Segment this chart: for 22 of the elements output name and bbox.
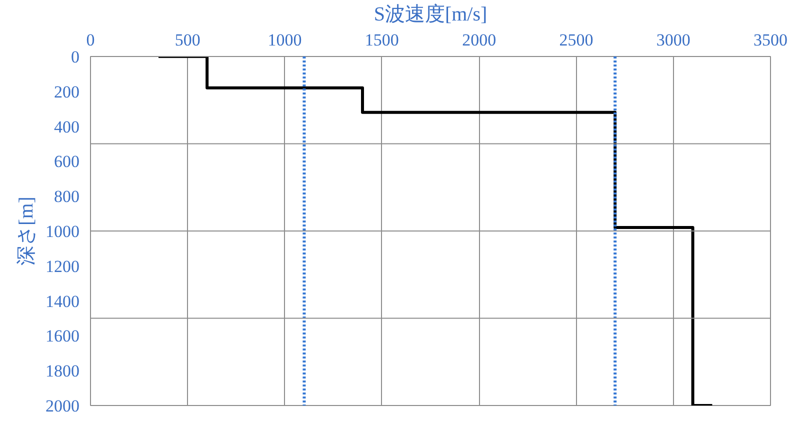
x-tick-label: 0 xyxy=(86,30,95,50)
line-series xyxy=(157,56,714,406)
x-tick-label: 1500 xyxy=(364,30,399,50)
y-axis-title: 深さ[m] xyxy=(16,196,38,266)
x-axis-title: S波速度[m/s] xyxy=(374,4,488,26)
y-tick-label: 800 xyxy=(54,187,80,206)
y-tick-label: 1200 xyxy=(46,256,80,276)
y-tick-label: 1600 xyxy=(46,326,80,346)
y-tick-label: 0 xyxy=(71,48,80,66)
x-tick-label: 3500 xyxy=(754,30,788,50)
x-tick-label: 2000 xyxy=(462,30,496,50)
y-tick-label: 400 xyxy=(54,117,80,136)
y-tick-label: 1000 xyxy=(46,222,80,241)
x-tick-label: 500 xyxy=(174,30,200,50)
y-tick-label: 2000 xyxy=(46,396,80,416)
y-tick-label: 200 xyxy=(54,82,80,102)
y-tick-label: 1800 xyxy=(46,362,80,381)
y-tick-label: 1400 xyxy=(46,292,80,311)
x-tick-label: 2500 xyxy=(559,30,594,50)
x-tick-label: 3000 xyxy=(656,30,690,50)
y-tick-label: 600 xyxy=(54,152,80,172)
x-tick-label: 1000 xyxy=(268,30,302,50)
